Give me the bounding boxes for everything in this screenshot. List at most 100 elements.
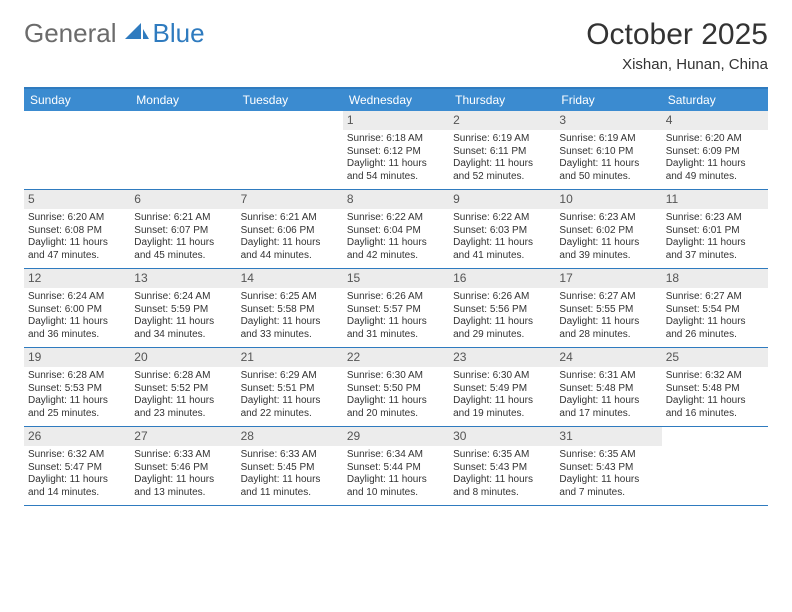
- daylight-line: Daylight: 11 hours: [347, 395, 445, 408]
- dow-saturday: Saturday: [662, 89, 768, 111]
- day-cell: 16Sunrise: 6:26 AMSunset: 5:56 PMDayligh…: [449, 269, 555, 347]
- sunset-line: Sunset: 5:44 PM: [347, 462, 445, 475]
- daylight-line: and 31 minutes.: [347, 329, 445, 342]
- daylight-line: and 45 minutes.: [134, 250, 232, 263]
- sunrise-line: Sunrise: 6:21 AM: [241, 212, 339, 225]
- sunrise-line: Sunrise: 6:28 AM: [134, 370, 232, 383]
- daylight-line: and 13 minutes.: [134, 487, 232, 500]
- day-info: Sunrise: 6:26 AMSunset: 5:57 PMDaylight:…: [347, 291, 445, 341]
- sunrise-line: Sunrise: 6:26 AM: [347, 291, 445, 304]
- daylight-line: Daylight: 11 hours: [666, 316, 764, 329]
- day-number: 29: [343, 427, 449, 446]
- sunrise-line: Sunrise: 6:20 AM: [28, 212, 126, 225]
- daylight-line: and 42 minutes.: [347, 250, 445, 263]
- daylight-line: and 7 minutes.: [559, 487, 657, 500]
- sunrise-line: Sunrise: 6:19 AM: [453, 133, 551, 146]
- sunset-line: Sunset: 5:56 PM: [453, 304, 551, 317]
- day-cell: [24, 111, 130, 189]
- day-number: 13: [130, 269, 236, 288]
- sunset-line: Sunset: 5:47 PM: [28, 462, 126, 475]
- sunset-line: Sunset: 6:07 PM: [134, 225, 232, 238]
- day-cell: 26 Sunrise: 6:32 AMSunset: 5:47 PMDayligh…: [24, 427, 130, 505]
- sunset-line: Sunset: 5:49 PM: [453, 383, 551, 396]
- daylight-line: Daylight: 11 hours: [453, 237, 551, 250]
- day-cell: 10Sunrise: 6:23 AMSunset: 6:02 PMDayligh…: [555, 190, 661, 268]
- sunrise-line: Sunrise: 6:23 AM: [666, 212, 764, 225]
- day-number: 31: [555, 427, 661, 446]
- day-number: 6: [130, 190, 236, 209]
- day-number: 7: [237, 190, 343, 209]
- daylight-line: Daylight: 11 hours: [559, 237, 657, 250]
- sunrise-line: Sunrise: 6:23 AM: [559, 212, 657, 225]
- day-cell: 21Sunrise: 6:29 AMSunset: 5:51 PMDayligh…: [237, 348, 343, 426]
- day-cell: 5Sunrise: 6:20 AMSunset: 6:08 PMDaylight…: [24, 190, 130, 268]
- day-cell: 30Sunrise: 6:35 AMSunset: 5:43 PMDayligh…: [449, 427, 555, 505]
- day-number: 8: [343, 190, 449, 209]
- sunset-line: Sunset: 5:52 PM: [134, 383, 232, 396]
- week-row: 5Sunrise: 6:20 AMSunset: 6:08 PMDaylight…: [24, 190, 768, 269]
- day-number: 16: [449, 269, 555, 288]
- day-number: 10: [555, 190, 661, 209]
- day-info: Sunrise: 6:32 AMSunset: 5:47 PMDaylight:…: [28, 449, 126, 499]
- sunset-line: Sunset: 6:03 PM: [453, 225, 551, 238]
- day-info: Sunrise: 6:21 AMSunset: 6:07 PMDaylight:…: [134, 212, 232, 262]
- daylight-line: and 34 minutes.: [134, 329, 232, 342]
- sunset-line: Sunset: 5:58 PM: [241, 304, 339, 317]
- daylight-line: Daylight: 11 hours: [134, 474, 232, 487]
- sunrise-line: Sunrise: 6:27 AM: [666, 291, 764, 304]
- day-info: Sunrise: 6:30 AMSunset: 5:49 PMDaylight:…: [453, 370, 551, 420]
- daylight-line: and 37 minutes.: [666, 250, 764, 263]
- sunset-line: Sunset: 6:01 PM: [666, 225, 764, 238]
- dow-monday: Monday: [130, 89, 236, 111]
- sunset-line: Sunset: 5:51 PM: [241, 383, 339, 396]
- day-cell: 6 Sunrise: 6:21 AMSunset: 6:07 PMDaylight…: [130, 190, 236, 268]
- sunrise-line: Sunrise: 6:22 AM: [347, 212, 445, 225]
- day-number: 9: [449, 190, 555, 209]
- daylight-line: and 49 minutes.: [666, 171, 764, 184]
- sunset-line: Sunset: 5:45 PM: [241, 462, 339, 475]
- day-number: 12: [24, 269, 130, 288]
- sunrise-line: Sunrise: 6:26 AM: [453, 291, 551, 304]
- daylight-line: Daylight: 11 hours: [666, 158, 764, 171]
- day-number: 27: [130, 427, 236, 446]
- day-cell: 8Sunrise: 6:22 AMSunset: 6:04 PMDaylight…: [343, 190, 449, 268]
- sunset-line: Sunset: 6:04 PM: [347, 225, 445, 238]
- daylight-line: and 44 minutes.: [241, 250, 339, 263]
- day-number: 26: [24, 427, 130, 446]
- day-cell: 13 Sunrise: 6:24 AMSunset: 5:59 PMDayligh…: [130, 269, 236, 347]
- day-cell: 19Sunrise: 6:28 AMSunset: 5:53 PMDayligh…: [24, 348, 130, 426]
- daylight-line: Daylight: 11 hours: [241, 395, 339, 408]
- day-info: Sunrise: 6:18 AMSunset: 6:12 PMDaylight:…: [347, 133, 445, 183]
- day-cell: 9Sunrise: 6:22 AMSunset: 6:03 PMDaylight…: [449, 190, 555, 268]
- day-cell: 15 Sunrise: 6:26 AMSunset: 5:57 PMDayligh…: [343, 269, 449, 347]
- sunset-line: Sunset: 6:06 PM: [241, 225, 339, 238]
- sunrise-line: Sunrise: 6:21 AM: [134, 212, 232, 225]
- sunset-line: Sunset: 6:12 PM: [347, 146, 445, 159]
- day-cell: [237, 111, 343, 189]
- logo: General Blue: [24, 18, 205, 49]
- day-number: 15: [343, 269, 449, 288]
- day-cell: 31Sunrise: 6:35 AMSunset: 5:43 PMDayligh…: [555, 427, 661, 505]
- day-number: 2: [449, 111, 555, 130]
- daylight-line: Daylight: 11 hours: [241, 474, 339, 487]
- sunrise-line: Sunrise: 6:34 AM: [347, 449, 445, 462]
- day-info: Sunrise: 6:20 AMSunset: 6:08 PMDaylight:…: [28, 212, 126, 262]
- day-info: Sunrise: 6:24 AMSunset: 5:59 PMDaylight:…: [134, 291, 232, 341]
- day-cell: 7 Sunrise: 6:21 AMSunset: 6:06 PMDaylight…: [237, 190, 343, 268]
- day-info: Sunrise: 6:35 AMSunset: 5:43 PMDaylight:…: [453, 449, 551, 499]
- day-number: 11: [662, 190, 768, 209]
- day-number: 17: [555, 269, 661, 288]
- day-cell: 1Sunrise: 6:18 AMSunset: 6:12 PMDaylight…: [343, 111, 449, 189]
- daylight-line: Daylight: 11 hours: [241, 237, 339, 250]
- location: Xishan, Hunan, China: [586, 56, 768, 73]
- daylight-line: and 54 minutes.: [347, 171, 445, 184]
- day-info: Sunrise: 6:20 AMSunset: 6:09 PMDaylight:…: [666, 133, 764, 183]
- day-cell: 27Sunrise: 6:33 AMSunset: 5:46 PMDayligh…: [130, 427, 236, 505]
- dow-sunday: Sunday: [24, 89, 130, 111]
- day-info: Sunrise: 6:23 AMSunset: 6:01 PMDaylight:…: [666, 212, 764, 262]
- daylight-line: and 41 minutes.: [453, 250, 551, 263]
- daylight-line: and 20 minutes.: [347, 408, 445, 421]
- sunrise-line: Sunrise: 6:35 AM: [453, 449, 551, 462]
- day-number: 4: [662, 111, 768, 130]
- sunrise-line: Sunrise: 6:30 AM: [347, 370, 445, 383]
